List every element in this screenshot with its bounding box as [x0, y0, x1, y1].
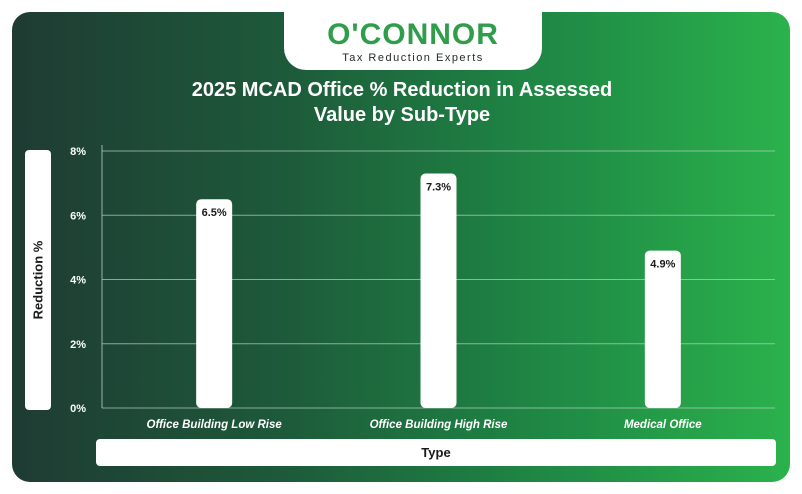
bar-value-label: 7.3% — [426, 181, 451, 193]
x-tick-label: Office Building Low Rise — [147, 419, 283, 431]
logo-tagline: Tax Reduction Experts — [342, 52, 484, 64]
y-tick-label: 2% — [70, 339, 86, 351]
x-tick-label: Medical Office — [624, 419, 702, 431]
logo: O'CONNOR Tax Reduction Experts — [284, 12, 542, 70]
bar-value-label: 4.9% — [650, 259, 675, 271]
chart-title: 2025 MCAD Office % Reduction in Assessed… — [120, 78, 684, 128]
y-axis-label-box — [25, 150, 51, 410]
bar — [644, 250, 681, 408]
bar — [196, 199, 233, 408]
bar — [420, 173, 457, 408]
y-tick-label: 0% — [70, 403, 86, 415]
chart-title-line-2: Value by Sub-Type — [313, 104, 491, 126]
y-tick-label: 4% — [70, 275, 86, 287]
y-tick-label: 6% — [70, 210, 86, 222]
chart-card: O'CONNOR Tax Reduction Experts — [12, 12, 790, 482]
x-axis-label: Type — [421, 445, 451, 460]
logo-wordmark: O'CONNOR — [327, 18, 499, 51]
chart-title-line-1: 2025 MCAD Office % Reduction in Assessed — [191, 79, 613, 101]
bar-value-label: 6.5% — [202, 207, 227, 219]
x-tick-label: Office Building High Rise — [370, 419, 508, 431]
x-axis-label-box: Type — [96, 439, 776, 466]
y-tick-label: 8% — [70, 146, 86, 158]
